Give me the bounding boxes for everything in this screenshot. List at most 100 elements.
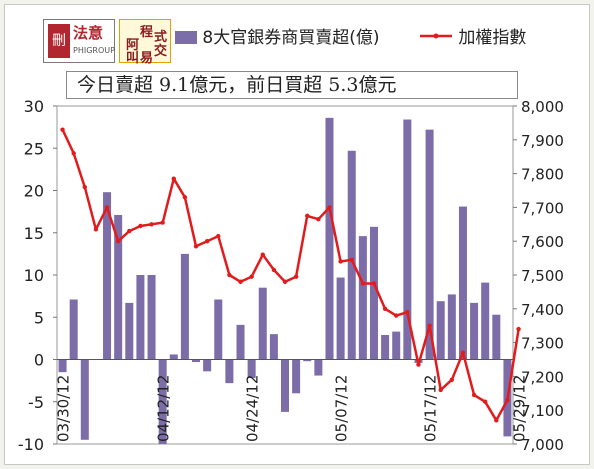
index-point [427, 323, 432, 328]
right-axis-label: 7,200 [521, 368, 564, 386]
logo-char: 式 [154, 30, 168, 45]
x-axis-label: 05/17/12 [422, 375, 440, 442]
left-axis-label: 30 [24, 97, 44, 116]
bar [392, 331, 401, 360]
bar [403, 119, 412, 360]
logo-char: 交 [154, 44, 168, 59]
bar [147, 275, 156, 360]
bar [458, 206, 467, 360]
bar [425, 129, 434, 360]
bar [325, 117, 334, 360]
index-point [238, 279, 243, 284]
index-point [327, 205, 332, 210]
index-point [93, 227, 99, 232]
index-point [349, 257, 354, 262]
bar [247, 359, 256, 379]
x-axis-label: 04/24/12 [244, 375, 262, 442]
logo-char: 程 [140, 25, 154, 40]
right-axis-label: 7,100 [521, 402, 564, 420]
bar [347, 150, 356, 360]
bar [158, 359, 167, 444]
bar [80, 359, 89, 440]
bar [203, 359, 212, 372]
bar [214, 299, 223, 360]
bar [225, 359, 234, 384]
right-axis-label: 7,300 [521, 335, 564, 353]
left-axis-label: -10 [18, 435, 44, 454]
index-point [316, 217, 321, 222]
bar [269, 334, 278, 360]
index-point [416, 362, 421, 367]
bar [292, 359, 301, 394]
index-point [171, 176, 176, 181]
index-point [260, 252, 265, 257]
index-point [482, 399, 488, 404]
x-axis-label: 05/29/12 [511, 375, 529, 442]
left-axis-label: 10 [24, 266, 44, 285]
bar [447, 294, 456, 360]
index-point [282, 279, 288, 284]
right-axis-label: 8,000 [521, 98, 564, 116]
index-point [216, 233, 221, 239]
bar [180, 253, 189, 360]
index-point [305, 213, 310, 219]
bar [436, 301, 445, 360]
bar [103, 192, 112, 360]
index-point [405, 309, 410, 315]
index-point [271, 267, 277, 273]
bar [314, 359, 323, 376]
index-point [60, 127, 65, 132]
index-point [505, 397, 510, 403]
index-point [149, 222, 154, 227]
legend-line-label: 加權指數 [458, 28, 527, 48]
bar [492, 314, 501, 360]
bar [336, 277, 345, 360]
right-axis-label: 7,400 [521, 301, 564, 319]
left-axis-label: 25 [24, 139, 44, 158]
bar [236, 324, 245, 360]
program-trading-logo: 程 式 阿 交 叫 易 [119, 19, 171, 66]
legend-bars-swatch [175, 31, 197, 44]
right-axis-label: 7,000 [521, 436, 564, 454]
index-point [438, 387, 443, 393]
legend-line: 加權指數 [419, 23, 526, 48]
summary-box: 今日賣超 9.1億元，前日買超 5.3億元 [66, 71, 518, 99]
right-axis-label: 7,500 [521, 267, 564, 285]
bar [69, 299, 78, 360]
left-axis-label: 15 [24, 224, 44, 243]
logo-char: 阿 [126, 38, 140, 53]
x-axis-label: 04/12/12 [155, 375, 173, 442]
x-axis-label: 05/07/12 [333, 375, 351, 442]
bar [192, 359, 201, 363]
index-point [249, 274, 254, 279]
index-point [127, 228, 132, 234]
index-point [227, 272, 232, 278]
legend-bars: 8大官銀券商買賣超(億) [175, 23, 380, 48]
bar [358, 236, 367, 360]
index-point [394, 313, 399, 318]
bar [169, 354, 178, 360]
bar [258, 287, 267, 360]
left-axis-label: 20 [24, 182, 44, 201]
index-point [449, 377, 455, 382]
bar [280, 359, 290, 412]
left-axis-label: 0 [34, 351, 44, 370]
index-point [460, 350, 466, 355]
bar [381, 334, 390, 360]
bar [125, 302, 134, 360]
index-point [371, 281, 377, 286]
x-axis-label: 03/30/12 [55, 375, 73, 442]
logo-char: 叫 [126, 51, 140, 66]
index-point [138, 223, 143, 229]
index-point [182, 195, 188, 200]
index-point [71, 151, 76, 156]
index-point [82, 184, 88, 190]
index-point [204, 239, 210, 244]
left-axis-label: -5 [28, 393, 44, 412]
index-point [382, 306, 388, 311]
right-axis-label: 7,800 [521, 166, 564, 184]
bar [58, 359, 67, 373]
right-axis-label: 7,900 [521, 132, 564, 150]
logo-char: 易 [140, 51, 154, 66]
legend-bars-label: 8大官銀券商買賣超(億) [202, 28, 380, 48]
